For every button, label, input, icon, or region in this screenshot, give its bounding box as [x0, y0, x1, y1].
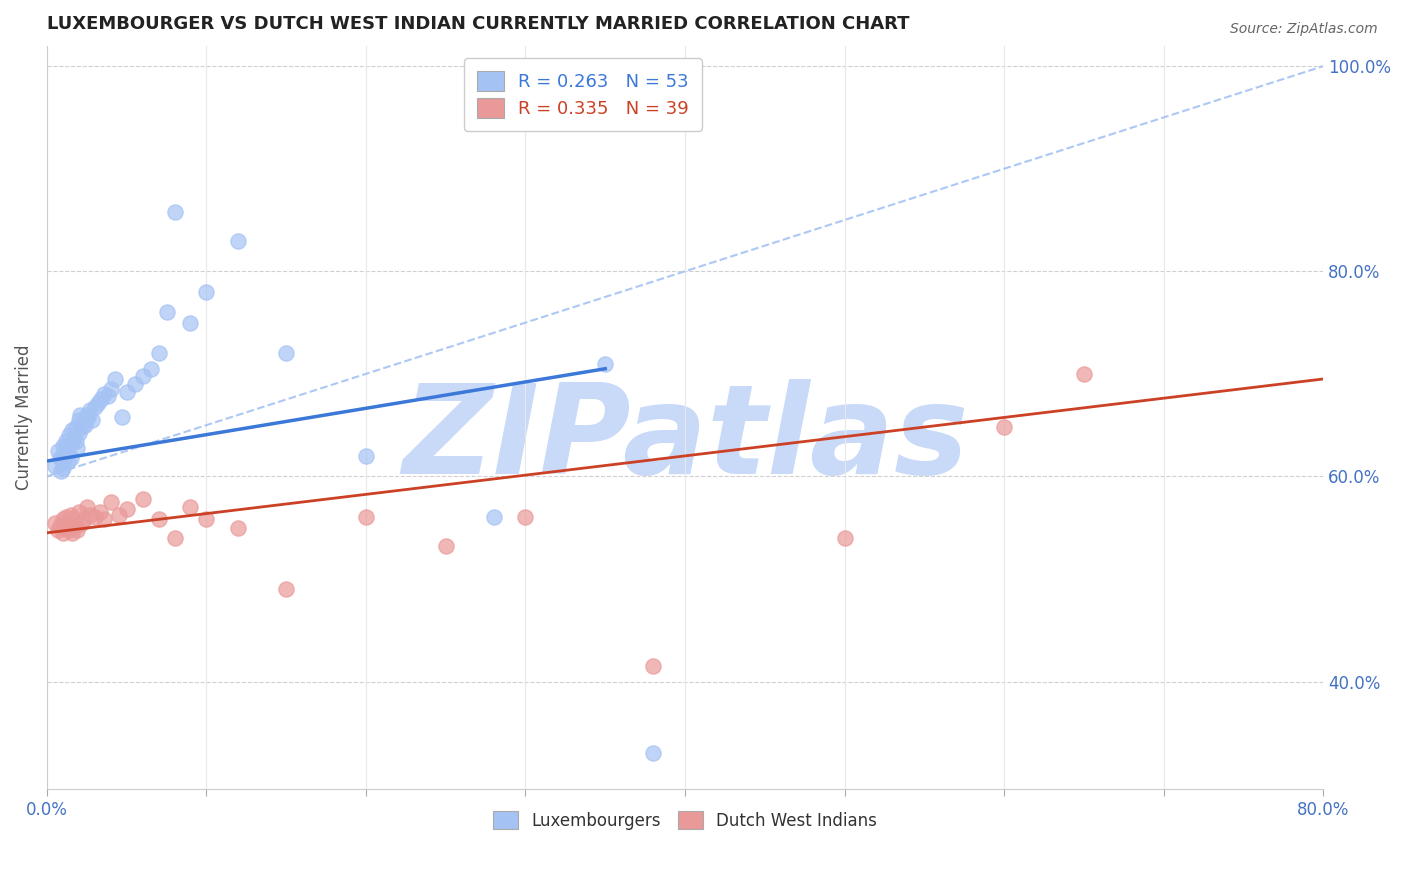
Point	[124, 377, 146, 392]
Point	[44, 459, 66, 474]
Point	[51, 464, 73, 478]
Point	[59, 450, 82, 465]
Point	[354, 510, 377, 524]
Point	[107, 508, 129, 523]
Point	[993, 420, 1015, 434]
Point	[52, 439, 75, 453]
Point	[56, 516, 79, 530]
Text: ZIPatlas: ZIPatlas	[402, 379, 969, 500]
Point	[155, 305, 177, 319]
Point	[434, 539, 457, 553]
Text: LUXEMBOURGER VS DUTCH WEST INDIAN CURRENTLY MARRIED CORRELATION CHART: LUXEMBOURGER VS DUTCH WEST INDIAN CURREN…	[46, 15, 910, 33]
Point	[56, 447, 79, 461]
Point	[53, 521, 76, 535]
Point	[80, 413, 103, 427]
Point	[65, 420, 87, 434]
Point	[59, 508, 82, 523]
Point	[179, 500, 201, 515]
Point	[52, 461, 75, 475]
Point	[90, 392, 112, 407]
Point	[59, 436, 82, 450]
Point	[66, 523, 89, 537]
Point	[83, 400, 105, 414]
Point	[52, 454, 75, 468]
Point	[643, 747, 665, 761]
Point	[93, 512, 115, 526]
Point	[104, 372, 127, 386]
Point	[139, 361, 162, 376]
Point	[100, 495, 122, 509]
Point	[593, 357, 616, 371]
Point	[354, 449, 377, 463]
Point	[52, 525, 75, 540]
Point	[67, 505, 90, 519]
Point	[115, 385, 138, 400]
Point	[72, 512, 94, 526]
Point	[69, 408, 91, 422]
Point	[55, 510, 77, 524]
Point	[276, 346, 298, 360]
Point	[111, 409, 134, 424]
Point	[89, 505, 111, 519]
Point	[148, 346, 170, 360]
Point	[96, 389, 118, 403]
Point	[52, 512, 75, 526]
Point	[52, 449, 75, 463]
Point	[48, 518, 70, 533]
Point	[179, 316, 201, 330]
Point	[46, 443, 69, 458]
Point	[65, 434, 87, 448]
Point	[643, 659, 665, 673]
Point	[67, 426, 90, 441]
Point	[276, 582, 298, 597]
Point	[58, 523, 80, 537]
Point	[67, 413, 90, 427]
Point	[46, 523, 69, 537]
Point	[48, 450, 70, 465]
Point	[55, 441, 77, 455]
Point	[56, 454, 79, 468]
Point	[76, 408, 98, 422]
Point	[482, 510, 505, 524]
Point	[62, 525, 84, 540]
Point	[195, 285, 218, 299]
Point	[55, 434, 77, 448]
Point	[70, 420, 93, 434]
Point	[75, 418, 97, 433]
Point	[66, 441, 89, 455]
Point	[163, 204, 186, 219]
Text: Source: ZipAtlas.com: Source: ZipAtlas.com	[1230, 22, 1378, 37]
Point	[115, 502, 138, 516]
Point	[63, 430, 86, 444]
Point	[228, 234, 250, 248]
Point	[72, 413, 94, 427]
Point	[834, 531, 856, 545]
Point	[87, 395, 110, 409]
Point	[148, 512, 170, 526]
Point	[79, 402, 101, 417]
Point	[195, 512, 218, 526]
Point	[65, 518, 87, 533]
Point	[70, 516, 93, 530]
Point	[44, 516, 66, 530]
Point	[163, 531, 186, 545]
Point	[63, 512, 86, 526]
Point	[77, 409, 100, 424]
Y-axis label: Currently Married: Currently Married	[15, 344, 32, 491]
Point	[228, 521, 250, 535]
Point	[1073, 367, 1095, 381]
Point	[93, 387, 115, 401]
Point	[83, 510, 105, 524]
Point	[58, 428, 80, 442]
Point	[62, 423, 84, 437]
Point	[515, 510, 537, 524]
Point	[131, 368, 153, 383]
Point	[100, 382, 122, 396]
Point	[79, 508, 101, 523]
Point	[76, 500, 98, 515]
Legend: Luxembourgers, Dutch West Indians: Luxembourgers, Dutch West Indians	[486, 805, 883, 837]
Point	[131, 491, 153, 506]
